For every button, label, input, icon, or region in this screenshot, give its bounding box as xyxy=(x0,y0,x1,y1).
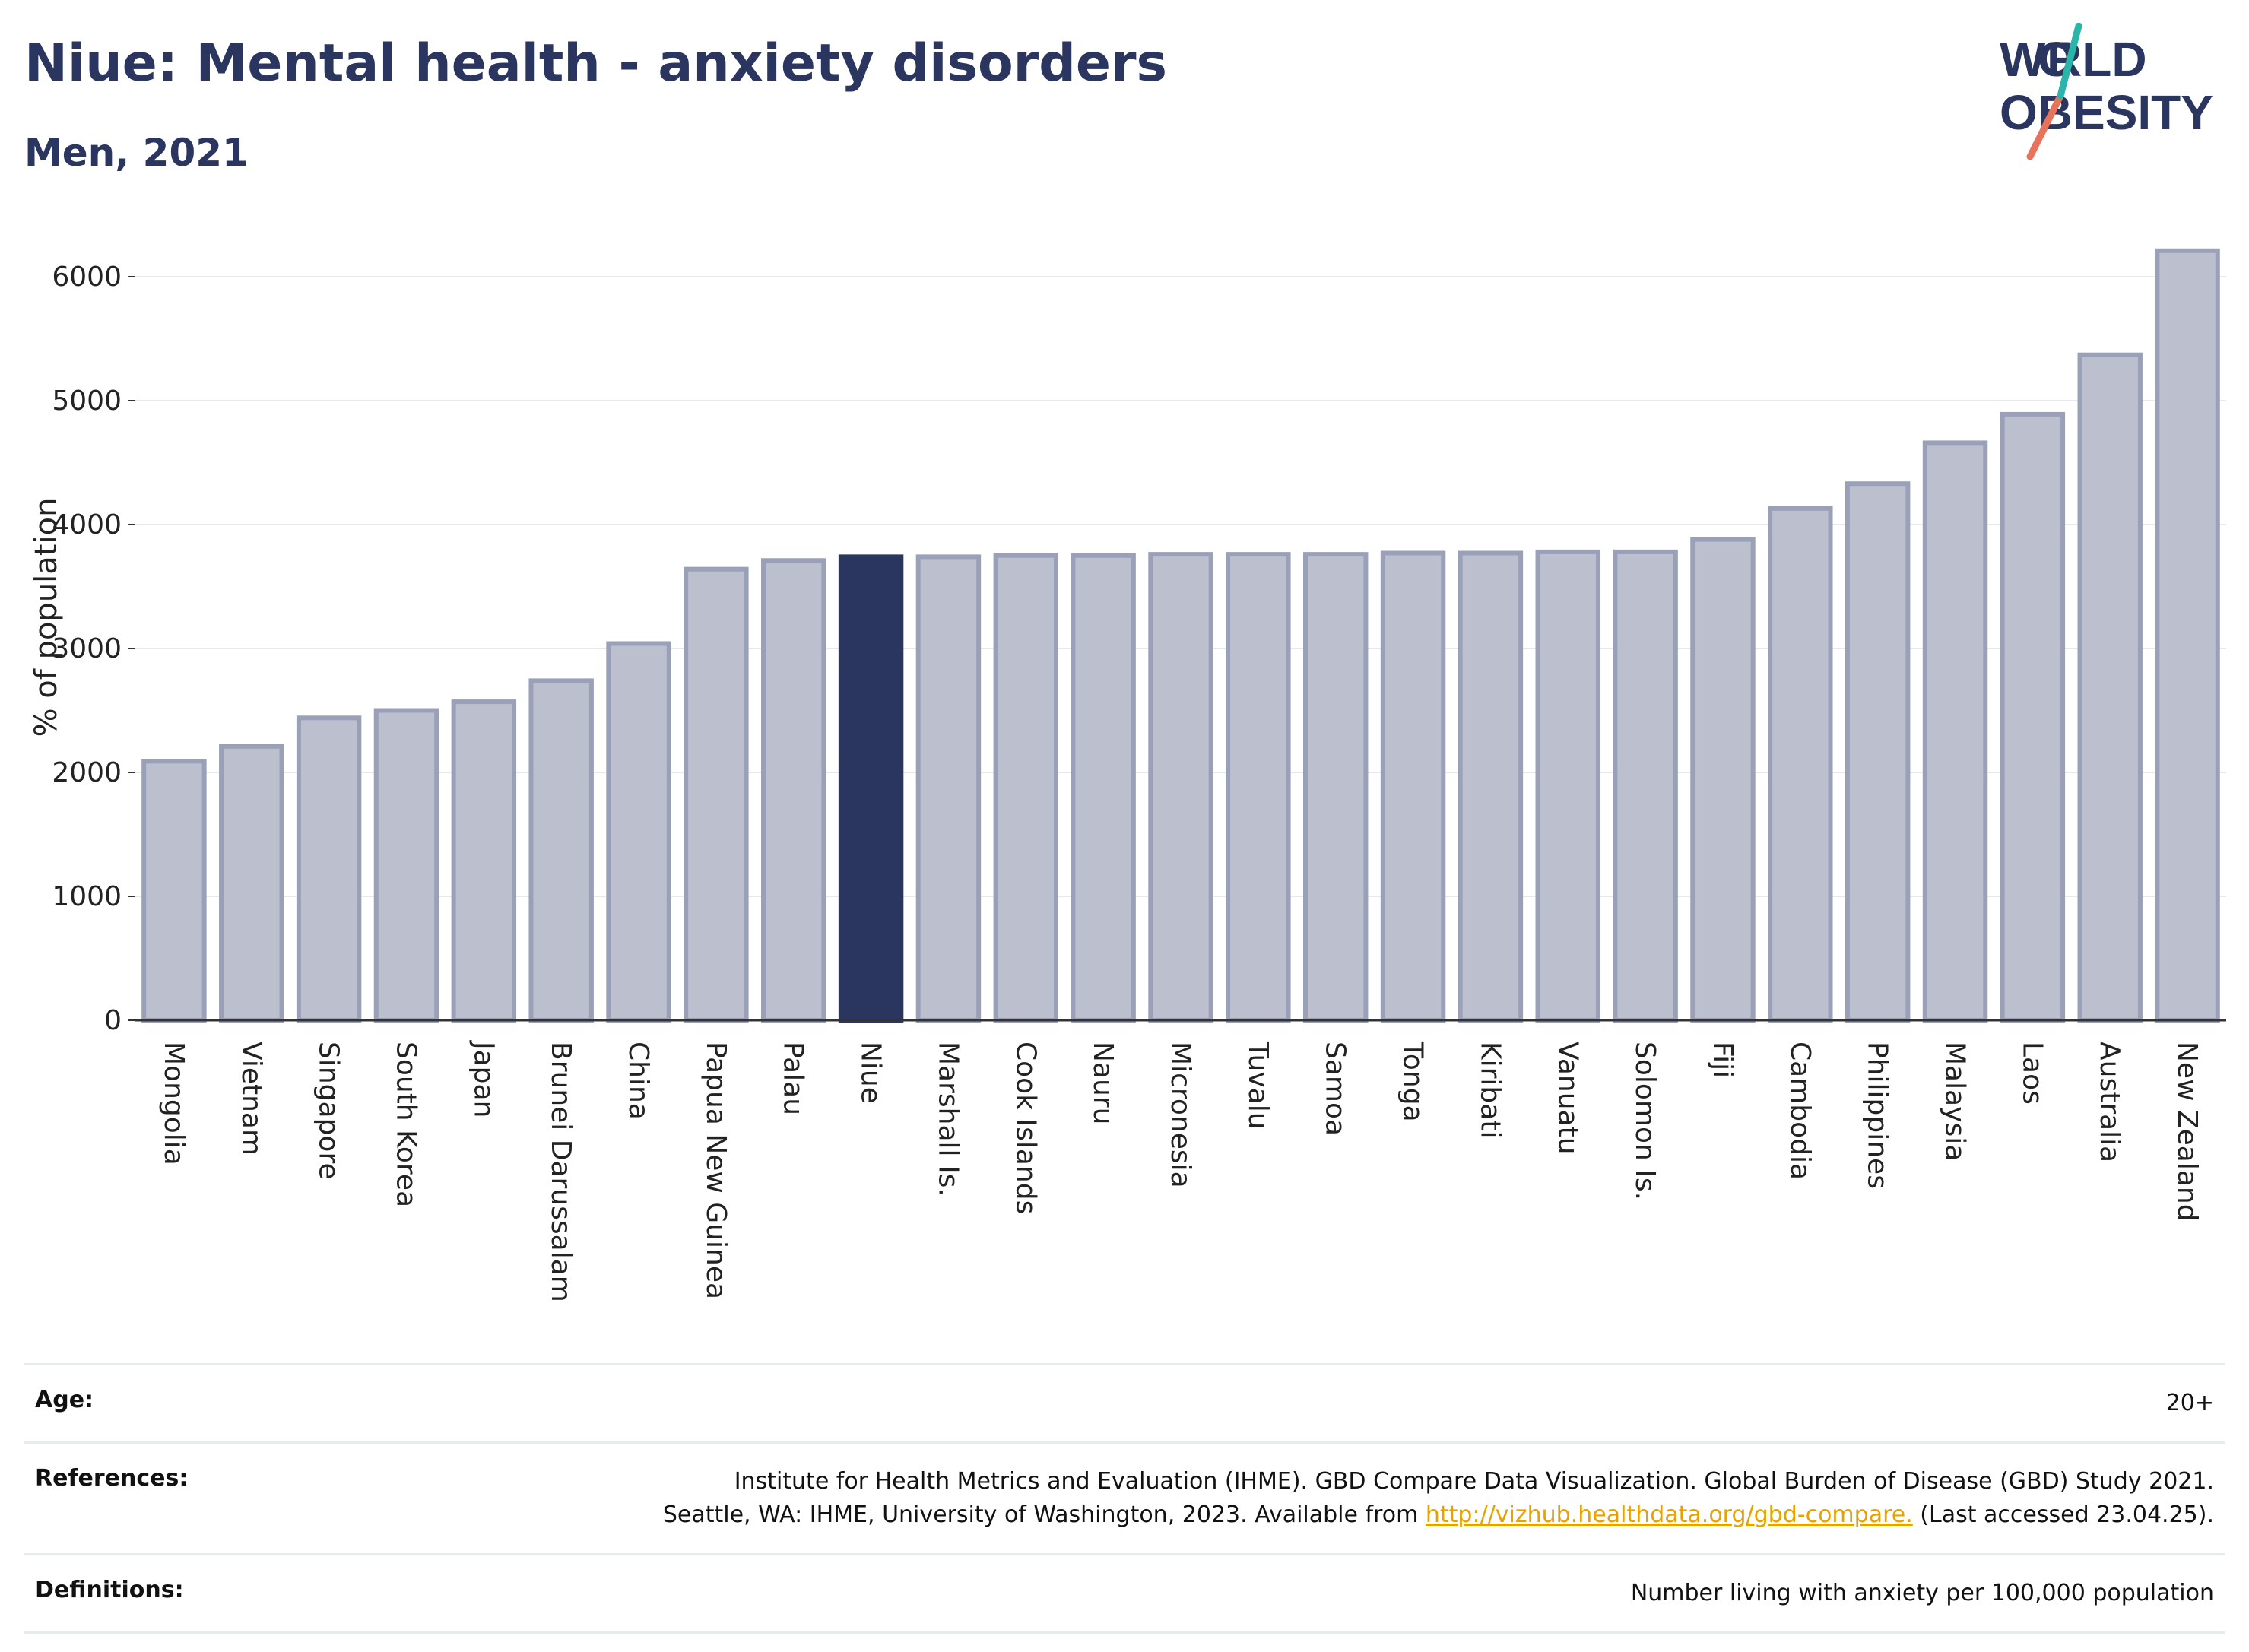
bar xyxy=(141,759,207,1023)
x-tick-label: Malaysia xyxy=(1940,1042,1971,1161)
x-tick-label: Vanuatu xyxy=(1552,1042,1583,1155)
bar xyxy=(1690,537,1756,1023)
bar xyxy=(1535,549,1600,1023)
references-link[interactable]: http://vizhub.healthdata.org/gbd-compare… xyxy=(1425,1501,1913,1528)
bar xyxy=(1380,550,1446,1023)
x-tick-label: Tuvalu xyxy=(1242,1041,1274,1130)
y-tick-label: 2000 xyxy=(52,757,122,788)
bar xyxy=(219,744,284,1023)
svg-text:W: W xyxy=(2000,32,2046,87)
bar xyxy=(915,554,982,1023)
bar xyxy=(2000,411,2066,1023)
y-tick-label: 1000 xyxy=(52,881,122,912)
age-value: 20+ xyxy=(2165,1390,2214,1416)
bar xyxy=(684,566,749,1023)
svg-text:OBESITY: OBESITY xyxy=(2000,85,2213,140)
x-tick-label: Australia xyxy=(2094,1042,2125,1162)
references-value: Institute for Health Metrics and Evaluat… xyxy=(648,1465,2214,1532)
x-tick-label: Cook Islands xyxy=(1010,1042,1041,1214)
y-tick-label: 6000 xyxy=(52,262,122,293)
x-tick-label: Fiji xyxy=(1707,1042,1738,1078)
bar xyxy=(528,678,594,1023)
bar xyxy=(1226,552,1291,1023)
x-tick-label: Japan xyxy=(468,1040,499,1118)
bar xyxy=(993,553,1059,1023)
x-tick-label: Vietnam xyxy=(236,1042,267,1156)
y-tick-label: 5000 xyxy=(52,385,122,417)
x-tick-label: Solomon Is. xyxy=(1629,1042,1661,1200)
axes: 0 1000 2000 3000 4000 5000 6000 Mongolia Vietnam… xyxy=(52,262,2226,1302)
definitions-value: Number living with anxiety per 100,000 p… xyxy=(1630,1580,2214,1606)
x-tick-label: Philippines xyxy=(1862,1042,1893,1189)
bar xyxy=(1768,506,1833,1023)
bars xyxy=(141,248,2220,1023)
bar xyxy=(451,699,517,1023)
bar-highlight xyxy=(838,554,904,1023)
bar xyxy=(1148,552,1213,1023)
bar xyxy=(1458,550,1524,1023)
references-tail: (Last accessed 23.04.25). xyxy=(1920,1501,2214,1528)
bar xyxy=(296,715,362,1023)
bar xyxy=(1071,553,1136,1023)
x-tick-label: China xyxy=(623,1042,654,1120)
bar xyxy=(1922,440,1988,1023)
y-tick-label: 3000 xyxy=(52,633,122,664)
x-tick-label: Papua New Guinea xyxy=(700,1042,731,1299)
age-label: Age: xyxy=(35,1387,94,1413)
x-tick-label: Kiribati xyxy=(1474,1042,1505,1138)
x-tick-label: Cambodia xyxy=(1784,1042,1816,1180)
page-title: Niue: Mental health - anxiety disorders xyxy=(24,33,1168,94)
x-tick-label: Niue xyxy=(855,1042,887,1104)
definitions-label: Definitions: xyxy=(35,1577,184,1603)
x-tick-label: Nauru xyxy=(1087,1042,1118,1124)
bar xyxy=(373,708,439,1023)
footer-age-row: Age: 20+ xyxy=(24,1363,2225,1441)
bar xyxy=(2155,248,2220,1023)
x-tick-label: Tonga xyxy=(1397,1041,1429,1122)
references-text: Institute for Health Metrics and Evaluat… xyxy=(662,1468,2214,1528)
x-tick-label: New Zealand xyxy=(2171,1042,2203,1222)
x-tick-label: Mongolia xyxy=(158,1042,189,1165)
bar xyxy=(2077,352,2143,1023)
chart-footer: Age: 20+ References: Institute for Healt… xyxy=(24,1363,2225,1634)
references-label: References: xyxy=(35,1465,189,1492)
y-axis-label: % of population xyxy=(29,498,64,737)
x-tick-label: Micronesia xyxy=(1165,1042,1196,1188)
bar xyxy=(1613,549,1678,1023)
x-tick-label: Samoa xyxy=(1320,1042,1351,1136)
bar xyxy=(606,641,671,1023)
world-obesity-logo: W RLD O OBESITY xyxy=(2000,23,2213,160)
footer-definitions-row: Definitions: Number living with anxiety … xyxy=(24,1553,2225,1634)
y-tick-label: 0 xyxy=(104,1005,122,1036)
x-tick-label: Palau xyxy=(778,1042,809,1115)
bar xyxy=(761,558,826,1023)
page-subtitle: Men, 2021 xyxy=(24,131,249,175)
x-tick-label: Laos xyxy=(2016,1042,2048,1105)
y-tick-label: 4000 xyxy=(52,509,122,541)
bar-chart: 0 1000 2000 3000 4000 5000 6000 Mongolia Vietnam… xyxy=(29,248,2226,1302)
bar xyxy=(1845,481,1911,1023)
x-tick-label: Singapore xyxy=(313,1042,344,1180)
x-tick-label: Brunei Darussalam xyxy=(545,1042,576,1302)
x-tick-label: Marshall Is. xyxy=(932,1042,963,1197)
x-tick-label: South Korea xyxy=(390,1042,421,1207)
bar xyxy=(1302,552,1369,1023)
footer-references-row: References: Institute for Health Metrics… xyxy=(24,1441,2225,1553)
